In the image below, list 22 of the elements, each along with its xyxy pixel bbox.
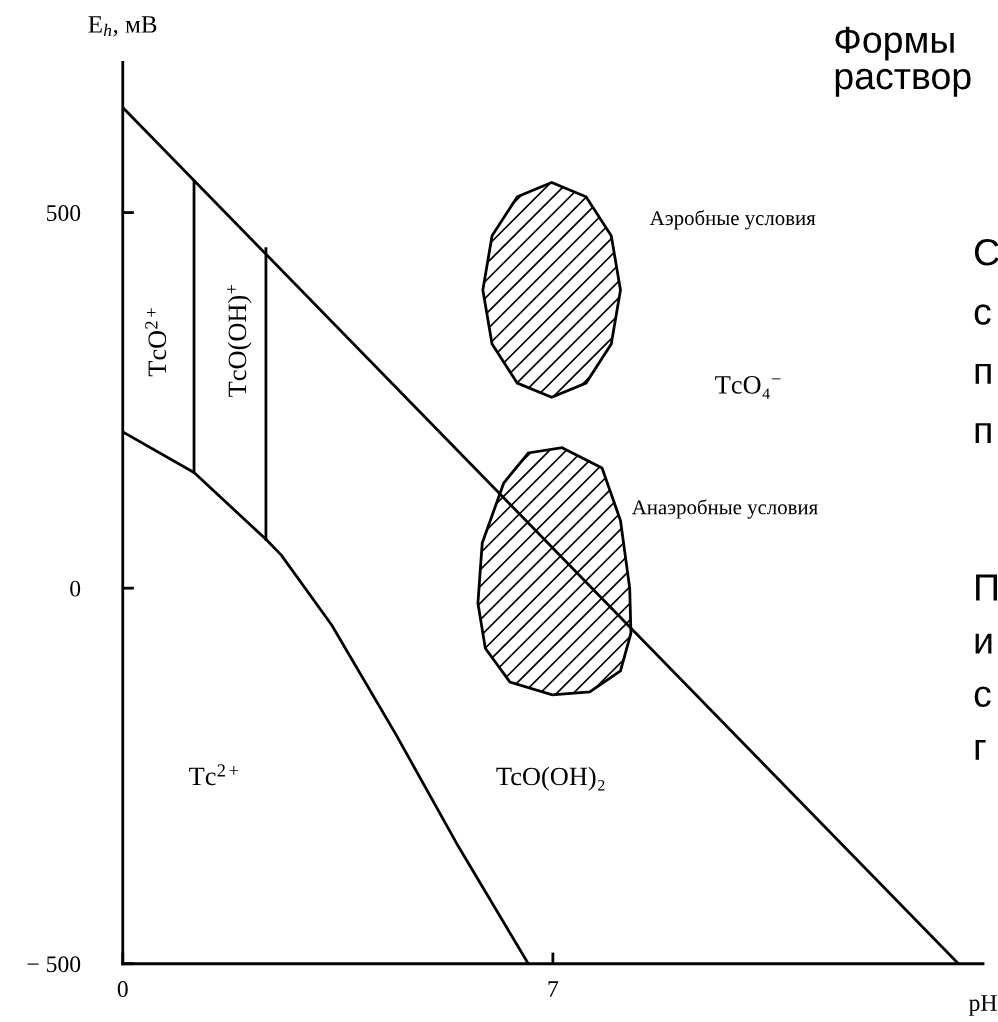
x-tick-label: 7 <box>548 981 559 997</box>
y-tick-label: − 500 <box>27 956 81 973</box>
annotation: Tc$^{2+}$ <box>189 764 239 786</box>
annotation: с <box>974 304 991 325</box>
annotation: TcO(OH)₂ <box>496 766 605 791</box>
annotation: TcO$^{2+}$ <box>145 308 167 377</box>
annotation: П <box>976 574 998 601</box>
annotation: с <box>974 686 991 708</box>
annotation: TcO₄$^{−}$ <box>715 376 781 399</box>
annotation: п <box>975 423 991 444</box>
x-axis-title: pH <box>968 995 997 1016</box>
annotation: TcO(OH)$^{+}$ <box>227 285 252 397</box>
annotation: Аэробные условия <box>649 210 816 230</box>
annotation: п <box>975 363 991 384</box>
chart-title: Формы раствор <box>835 26 971 97</box>
y-tick-label: 0 <box>70 580 81 597</box>
annotation: С <box>974 239 998 266</box>
y-tick-label: 500 <box>47 205 81 221</box>
annotation: Анаэробные условия <box>631 499 818 519</box>
annotation: и <box>975 633 992 654</box>
y-axis-title: E$_{h}$, мВ <box>88 16 157 37</box>
annotation: г <box>975 740 986 760</box>
